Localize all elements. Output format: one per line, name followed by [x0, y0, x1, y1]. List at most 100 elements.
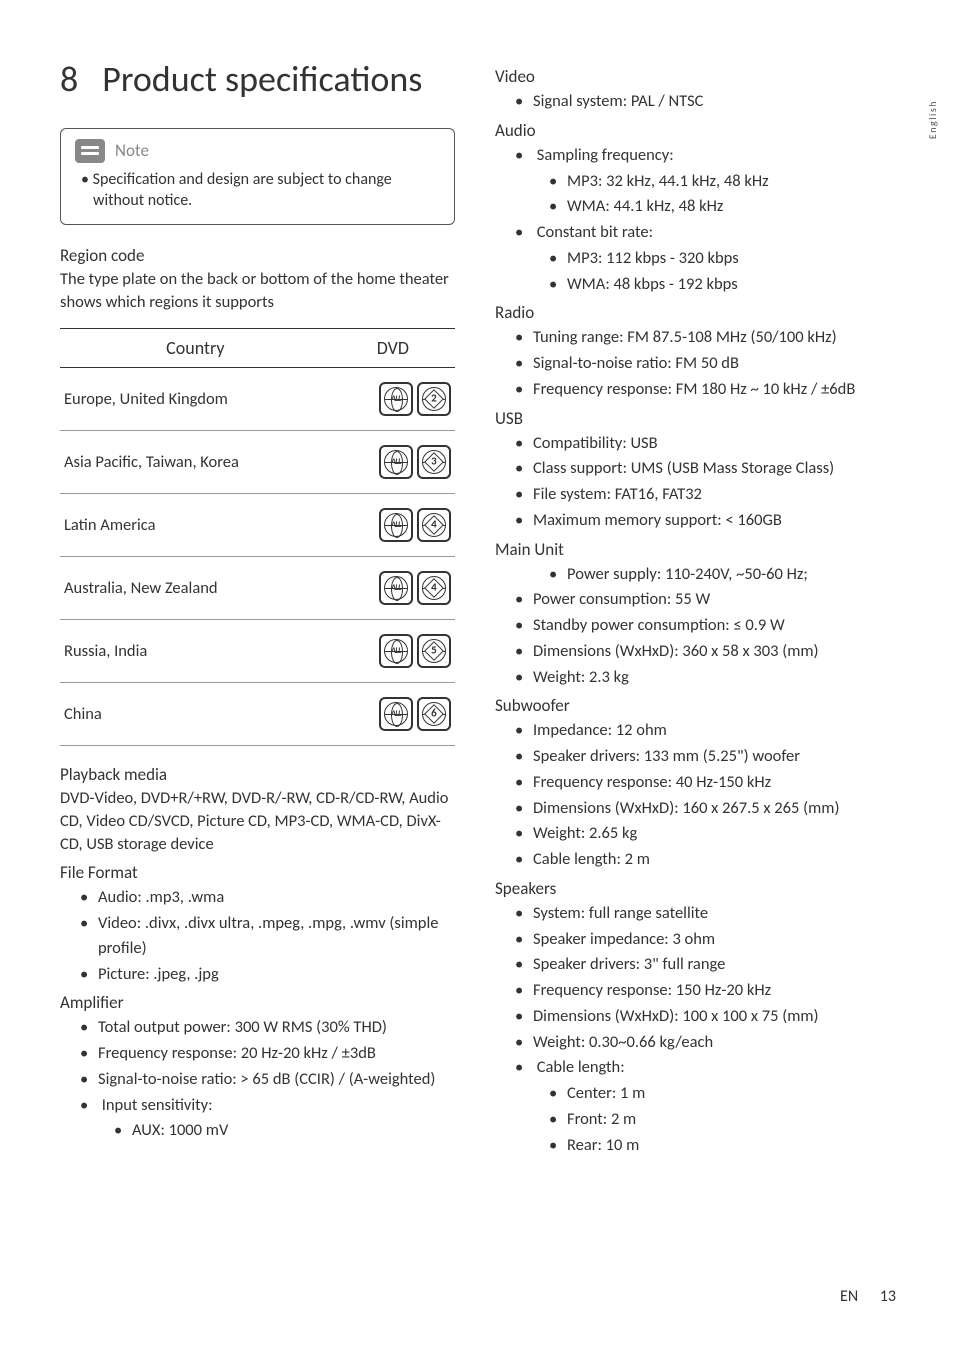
region-all-icon: ALL [379, 571, 413, 605]
chapter-number: 8 [60, 60, 78, 100]
footer-page-number: 13 [880, 1287, 896, 1306]
subwoofer-list: Impedance: 12 ohmSpeaker drivers: 133 mm… [495, 718, 895, 872]
note-text: Specification and design are subject to … [75, 169, 440, 212]
region-dvd-icons: ALL4 [331, 493, 455, 556]
list-item: File system: FAT16, FAT32 [495, 482, 895, 507]
list-item: Total output power: 300 W RMS (30% THD) [60, 1015, 455, 1040]
speakers-list: System: full range satellite Speaker imp… [495, 901, 895, 1158]
note-icon [75, 139, 105, 163]
region-code-heading: Region code [60, 245, 455, 266]
page-footer: EN 13 [840, 1287, 896, 1306]
table-row: Asia Pacific, Taiwan, KoreaALL3 [60, 430, 455, 493]
amplifier-list: Total output power: 300 W RMS (30% THD) … [60, 1015, 455, 1143]
region-col-dvd: DVD [331, 328, 455, 367]
list-item: Speaker drivers: 3" full range [495, 952, 895, 977]
list-item: Dimensions (WxHxD): 360 x 58 x 303 (mm) [495, 639, 895, 664]
list-item: WMA: 44.1 kHz, 48 kHz [533, 194, 895, 219]
list-item: Power consumption: 55 W [495, 587, 895, 612]
list-item: Signal system: PAL / NTSC [495, 89, 895, 114]
region-code-icon: 5 [417, 634, 451, 668]
list-item: Tuning range: FM 87.5-108 MHz (50/100 kH… [495, 325, 895, 350]
list-item: Dimensions (WxHxD): 100 x 100 x 75 (mm) [495, 1004, 895, 1029]
radio-list: Tuning range: FM 87.5-108 MHz (50/100 kH… [495, 325, 895, 401]
region-country: Asia Pacific, Taiwan, Korea [60, 430, 331, 493]
list-item: Front: 2 m [533, 1107, 895, 1132]
table-row: Australia, New ZealandALL4 [60, 556, 455, 619]
list-item: Weight: 2.65 kg [495, 821, 895, 846]
list-item: Rear: 10 m [533, 1133, 895, 1158]
playback-heading: Playback media [60, 764, 455, 785]
usb-list: Compatibility: USBClass support: UMS (US… [495, 431, 895, 533]
input-sensitivity-label: Input sensitivity: [102, 1095, 213, 1115]
list-item: Speaker drivers: 133 mm (5.25") woofer [495, 744, 895, 769]
list-item: MP3: 112 kbps - 320 kbps [533, 246, 895, 271]
region-country: Russia, India [60, 619, 331, 682]
list-item: Frequency response: 150 Hz-20 kHz [495, 978, 895, 1003]
main-unit-heading: Main Unit [495, 539, 895, 560]
list-item: Dimensions (WxHxD): 160 x 267.5 x 265 (m… [495, 796, 895, 821]
chapter-title: Product specifications [102, 60, 422, 100]
note-box: Note Specification and design are subjec… [60, 128, 455, 225]
region-country: Europe, United Kingdom [60, 367, 331, 430]
region-dvd-icons: ALL6 [331, 682, 455, 745]
list-item: MP3: 32 kHz, 44.1 kHz, 48 kHz [533, 169, 895, 194]
chapter-heading: 8 Product specifications [60, 60, 455, 100]
region-dvd-icons: ALL2 [331, 367, 455, 430]
region-table: Country DVD Europe, United KingdomALL2As… [60, 328, 455, 746]
video-list: Signal system: PAL / NTSC [495, 89, 895, 114]
region-country: China [60, 682, 331, 745]
table-row: ChinaALL6 [60, 682, 455, 745]
list-item: Input sensitivity: AUX: 1000 mV [60, 1093, 455, 1144]
list-item: Frequency response: FM 180 Hz ~ 10 kHz /… [495, 377, 895, 402]
list-item: Sampling frequency: MP3: 32 kHz, 44.1 kH… [495, 143, 895, 219]
list-item: AUX: 1000 mV [98, 1118, 455, 1143]
region-col-country: Country [60, 328, 331, 367]
list-item: Constant bit rate: MP3: 112 kbps - 320 k… [495, 220, 895, 296]
main-unit-list: Power supply: 110-240V, ~50-60 Hz; Power… [495, 562, 895, 690]
list-item: WMA: 48 kbps - 192 kbps [533, 272, 895, 297]
footer-lang: EN [840, 1287, 858, 1306]
list-item: Maximum memory support: < 160GB [495, 508, 895, 533]
audio-heading: Audio [495, 120, 895, 141]
list-item: Audio: .mp3, .wma [60, 885, 455, 910]
list-item: Power supply: 110-240V, ~50-60 Hz; [495, 562, 895, 587]
region-all-icon: ALL [379, 634, 413, 668]
region-dvd-icons: ALL5 [331, 619, 455, 682]
table-row: Russia, IndiaALL5 [60, 619, 455, 682]
list-item: Signal-to-noise ratio: > 65 dB (CCIR) / … [60, 1067, 455, 1092]
list-item: Standby power consumption: ≤ 0.9 W [495, 613, 895, 638]
playback-text: DVD-Video, DVD+R/+RW, DVD-R/-RW, CD-R/CD… [60, 787, 455, 856]
table-row: Europe, United KingdomALL2 [60, 367, 455, 430]
right-column: Video Signal system: PAL / NTSC Audio Sa… [495, 60, 895, 1158]
list-item: Weight: 2.3 kg [495, 665, 895, 690]
region-dvd-icons: ALL3 [331, 430, 455, 493]
list-item: Video: .divx, .divx ultra, .mpeg, .mpg, … [60, 911, 455, 961]
cable-length-label: Cable length: [537, 1057, 625, 1077]
region-code-intro: The type plate on the back or bottom of … [60, 268, 455, 314]
region-all-icon: ALL [379, 508, 413, 542]
list-item: Weight: 0.30~0.66 kg/each [495, 1030, 895, 1055]
list-item: Impedance: 12 ohm [495, 718, 895, 743]
list-item: Center: 1 m [533, 1081, 895, 1106]
list-item: Class support: UMS (USB Mass Storage Cla… [495, 456, 895, 481]
region-code-icon: 2 [417, 382, 451, 416]
region-all-icon: ALL [379, 445, 413, 479]
usb-heading: USB [495, 408, 895, 429]
page-content: 8 Product specifications Note Specificat… [60, 60, 904, 1158]
list-item: Frequency response: 40 Hz-150 kHz [495, 770, 895, 795]
table-row: Latin AmericaALL4 [60, 493, 455, 556]
region-dvd-icons: ALL4 [331, 556, 455, 619]
left-column: 8 Product specifications Note Specificat… [60, 60, 455, 1158]
amplifier-heading: Amplifier [60, 992, 455, 1013]
region-code-icon: 4 [417, 571, 451, 605]
region-country: Australia, New Zealand [60, 556, 331, 619]
list-item: System: full range satellite [495, 901, 895, 926]
audio-list: Sampling frequency: MP3: 32 kHz, 44.1 kH… [495, 143, 895, 297]
bitrate-label: Constant bit rate: [537, 222, 653, 242]
subwoofer-heading: Subwoofer [495, 695, 895, 716]
file-format-list: Audio: .mp3, .wmaVideo: .divx, .divx ult… [60, 885, 455, 986]
sampling-label: Sampling frequency: [537, 145, 674, 165]
list-item: Compatibility: USB [495, 431, 895, 456]
file-format-heading: File Format [60, 862, 455, 883]
list-item: Speaker impedance: 3 ohm [495, 927, 895, 952]
